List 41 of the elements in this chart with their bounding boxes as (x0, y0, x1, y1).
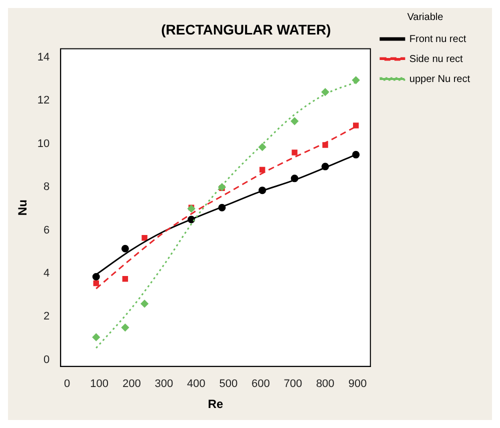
x-tick-label: 600 (252, 378, 270, 390)
legend-label: Side nu rect (409, 54, 463, 65)
point (258, 143, 266, 151)
x-tick-label: 500 (219, 378, 238, 390)
point (259, 166, 266, 173)
legend-title: Variable (407, 12, 444, 23)
point (290, 117, 298, 125)
point (93, 280, 99, 286)
chart-title: (RECTANGULAR WATER) (161, 21, 331, 38)
point (122, 276, 128, 282)
x-tick-label: 200 (122, 378, 141, 390)
point (292, 150, 298, 156)
y-axis-title: Nu (16, 200, 30, 216)
point (142, 234, 148, 241)
y-tick-label: 2 (44, 310, 50, 323)
point (352, 150, 360, 158)
y-tick-label: 4 (44, 268, 50, 280)
x-tick-label: 0 (64, 378, 70, 390)
y-tick-label: 6 (44, 224, 50, 236)
point (321, 88, 329, 96)
point (352, 76, 360, 84)
y-tick-label: 14 (37, 51, 50, 64)
x-tick-label: 900 (348, 378, 367, 390)
y-tick-label: 12 (37, 94, 50, 107)
x-tick-label: 400 (186, 378, 206, 390)
point (121, 244, 129, 252)
point (121, 324, 129, 332)
point (92, 272, 100, 280)
point (353, 122, 359, 128)
x-axis-title: Re (208, 397, 224, 412)
x-tick-label: 700 (284, 378, 302, 390)
legend-label: Front nu rect (409, 34, 466, 45)
point (92, 333, 100, 341)
legend-label: upper Nu rect (409, 74, 470, 85)
x-tick-label: 800 (316, 378, 334, 390)
point (140, 300, 148, 308)
y-tick-label: 0 (44, 354, 50, 366)
y-tick-label: 8 (44, 181, 50, 194)
x-tick-label: 300 (154, 378, 174, 390)
y-tick-label: 10 (37, 138, 50, 150)
x-tick-label: 100 (90, 378, 109, 390)
